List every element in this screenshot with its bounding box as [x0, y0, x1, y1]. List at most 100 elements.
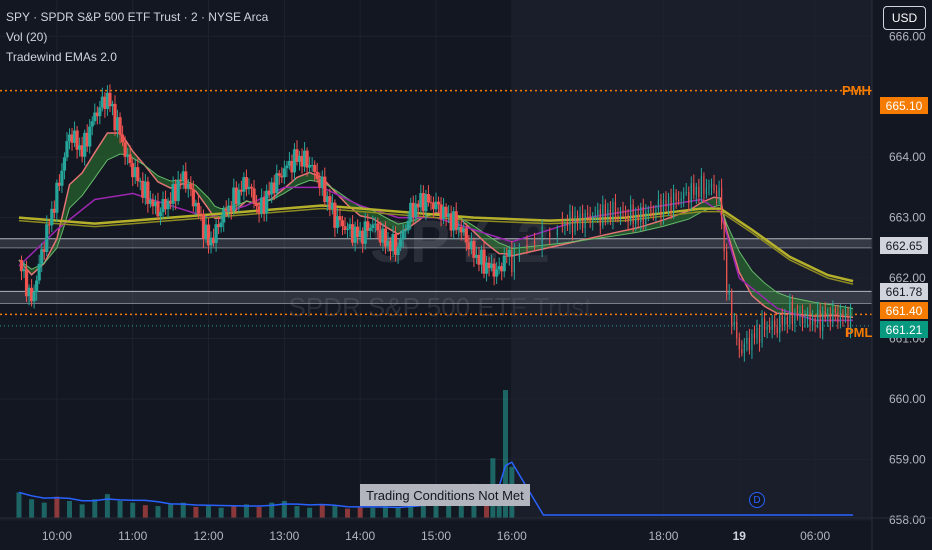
- ema-olive-line-2: [18, 207, 854, 285]
- candle-body: [211, 237, 216, 244]
- candle-body: [849, 308, 852, 330]
- candle-body: [40, 249, 44, 264]
- volume-bar: [395, 507, 401, 518]
- candle-body: [118, 117, 122, 135]
- candle-body: [143, 181, 147, 198]
- candle-body: [837, 312, 839, 323]
- candle-body: [806, 311, 809, 319]
- candle-body: [310, 164, 314, 166]
- candle-body: [300, 155, 304, 167]
- candle-body: [338, 216, 342, 221]
- ema-olive-line: [18, 204, 854, 283]
- candle-body: [844, 313, 847, 318]
- ema-indicator-label[interactable]: Tradewind EMAs 2.0: [6, 50, 117, 64]
- candle-body: [386, 240, 390, 247]
- candle-body: [467, 242, 471, 250]
- candle-body: [333, 202, 337, 228]
- candle-body: [579, 213, 581, 223]
- candle-body: [796, 313, 799, 318]
- candle-body: [632, 204, 634, 224]
- volume-bar: [193, 506, 199, 518]
- volume-indicator-label[interactable]: Vol (20): [6, 30, 48, 44]
- candle-body: [335, 216, 340, 228]
- candle-body: [414, 203, 418, 218]
- candle-body: [587, 213, 589, 215]
- candle-body: [630, 204, 632, 223]
- candle-body: [439, 204, 443, 220]
- candle-body: [328, 196, 332, 210]
- volume-bar: [307, 507, 313, 518]
- candle-body: [323, 176, 327, 203]
- candle-body: [399, 239, 403, 247]
- candle-body: [282, 168, 286, 178]
- candle-body: [607, 209, 609, 217]
- candle-body: [163, 199, 168, 210]
- candle-body: [479, 249, 484, 265]
- candle-body: [254, 202, 259, 207]
- candle-body: [146, 181, 150, 204]
- currency-button[interactable]: USD: [883, 6, 926, 30]
- candle-body: [308, 165, 312, 168]
- candle-body: [474, 254, 479, 258]
- candle-body: [260, 197, 264, 214]
- candle-body: [404, 230, 408, 232]
- candle-body: [619, 210, 622, 217]
- candle-body: [761, 318, 763, 343]
- candle-body: [829, 313, 831, 323]
- volume-bar: [503, 390, 509, 518]
- candle-body: [617, 215, 619, 217]
- candle-body: [376, 223, 380, 231]
- candle-body: [635, 214, 637, 224]
- candle-body: [22, 269, 26, 272]
- candle-body: [45, 224, 49, 253]
- volume-bar: [231, 505, 237, 518]
- candle-body: [196, 202, 201, 214]
- candle-body: [502, 255, 506, 272]
- candle-body: [723, 224, 725, 252]
- candle-body: [383, 228, 388, 247]
- candle-body: [353, 226, 357, 243]
- candle-body: [234, 187, 238, 205]
- pml-price-tag: 661.40: [880, 302, 928, 319]
- candle-body: [393, 234, 398, 255]
- candle-body: [584, 213, 586, 229]
- candle-body: [237, 189, 241, 205]
- candle-body: [277, 173, 281, 176]
- candle-body: [257, 206, 261, 214]
- candle-body: [100, 96, 104, 108]
- candle-body: [680, 198, 682, 201]
- candle-body: [459, 227, 463, 233]
- time-tick-label: 12:00: [194, 529, 224, 543]
- candle-body: [484, 262, 489, 274]
- candle-body: [429, 202, 433, 204]
- dividend-marker[interactable]: D: [749, 492, 765, 508]
- candle-body: [108, 92, 112, 107]
- volume-bar: [206, 506, 212, 518]
- candle-body: [138, 180, 142, 182]
- candle-body: [819, 310, 821, 331]
- candle-body: [75, 130, 79, 150]
- candle-body: [169, 200, 173, 204]
- price-tick-label: 663.00: [889, 211, 926, 225]
- sr-zone: [0, 291, 872, 304]
- candle-body: [688, 192, 690, 203]
- time-tick-label: 13:00: [269, 529, 299, 543]
- candle-body: [599, 209, 601, 226]
- candle-body: [662, 200, 665, 218]
- candle-body: [158, 212, 163, 217]
- candle-body: [88, 126, 92, 147]
- candle-body: [42, 249, 46, 253]
- candle-body: [373, 223, 377, 225]
- symbol-title[interactable]: SPY · SPDR S&P 500 ETF Trust · 2 · NYSE …: [6, 10, 269, 24]
- candle-body: [576, 215, 579, 223]
- extended-hours-shade: [511, 0, 872, 518]
- ema-cloud: [18, 133, 854, 318]
- candle-body: [703, 176, 705, 194]
- candle-body: [695, 186, 697, 195]
- candle-body: [27, 287, 31, 297]
- candle-body: [447, 213, 451, 218]
- candle-body: [492, 263, 496, 277]
- candle-body: [566, 223, 569, 227]
